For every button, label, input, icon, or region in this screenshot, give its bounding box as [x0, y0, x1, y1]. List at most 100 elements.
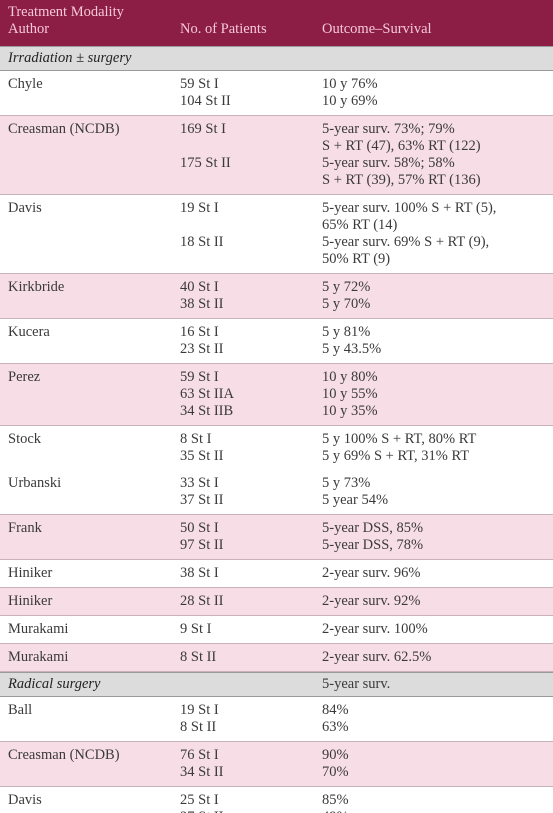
outcome: 5-year DSS, 78% [322, 537, 424, 553]
table-row: Davis 19 St I 18 St II 5-year surv. 100% … [0, 195, 553, 273]
patients-cell: 59 St I 63 St IIA 34 St IIB [180, 369, 322, 420]
patients: 19 St I [180, 200, 219, 216]
patients: 97 St II [180, 537, 224, 553]
outcome: 63% [322, 719, 349, 735]
patients-cell: 76 St I 34 St II [180, 747, 322, 781]
spacer [180, 172, 322, 189]
outcome: 10 y 76% [322, 76, 378, 92]
section-row: Irradiation ± surgery [0, 46, 553, 71]
patients-cell: 19 St I 18 St II [180, 200, 322, 268]
outcome-cell: 5 y 81% 5 y 43.5% [322, 324, 553, 358]
table-block: Hiniker 28 St II 2-year surv. 92% [0, 588, 553, 616]
outcome: 5 y 81% [322, 324, 371, 340]
table-row: Davis 25 St I27 St II85%49% [0, 787, 553, 813]
outcome: 5 y 70% [322, 296, 371, 312]
spacer [180, 50, 322, 67]
outcome-cell: 10 y 76% 10 y 69% [322, 76, 553, 110]
outcome-cell: 90% 70% [322, 747, 553, 781]
outcome-cell: 5-year surv. 100% S + RT (5), 65% RT (14)… [322, 200, 553, 268]
outcome: 2-year surv. 96% [322, 565, 421, 581]
outcome-cell: 2-year surv. 92% [322, 593, 553, 610]
patients: 28 St II [180, 593, 224, 609]
outcome: 10 y 35% [322, 403, 378, 419]
outcome: 5 y 100% S + RT, 80% RT [322, 431, 477, 447]
table-block: Davis 19 St I 18 St II 5-year surv. 100% … [0, 195, 553, 274]
author: Murakami [8, 621, 69, 637]
table-row: Chyle 59 St I 104 St II 10 y 76% 10 y 69% [0, 71, 553, 115]
author: Perez [8, 369, 41, 385]
patients: 27 St II [180, 809, 322, 813]
outcome-cell: 85%49% [322, 792, 553, 813]
patients-cell: 38 St I [180, 565, 322, 582]
table-block: Creasman (NCDB) 169 St I 175 St II 5-year… [0, 116, 553, 195]
table-row: Perez 59 St I 63 St IIA 34 St IIB 10 y 80% 10… [0, 364, 553, 425]
author: Davis [8, 792, 42, 808]
patients: 8 St II [180, 649, 217, 665]
table-block: Hiniker 38 St I 2-year surv. 96% [0, 560, 553, 588]
author: Creasman (NCDB) [8, 747, 120, 763]
heading-line: Author [8, 21, 50, 37]
outcome: 5 year 54% [322, 492, 389, 508]
patients: 37 St II [180, 492, 224, 508]
table-row: Murakami 9 St I 2-year surv. 100% [0, 616, 553, 643]
outcome: 5 y 69% S + RT, 31% RT [322, 448, 470, 464]
outcome: 90% [322, 747, 349, 763]
author: Chyle [8, 76, 43, 92]
patients: 9 St I [180, 621, 212, 637]
author: Hiniker [8, 565, 53, 581]
patients: 175 St II [180, 155, 231, 171]
outcome: 10 y 80% [322, 369, 378, 385]
outcome-cell: 5 y 73% 5 year 54% [322, 475, 553, 509]
author: Murakami [8, 649, 69, 665]
author: Kucera [8, 324, 50, 340]
patients-cell: 16 St I 23 St II [180, 324, 322, 358]
outcome-cell: 84% 63% [322, 702, 553, 736]
outcome: 2-year surv. 100% [322, 621, 428, 637]
outcome-cell: 2-year surv. 62.5% [322, 649, 553, 666]
outcome: 5 y 73% [322, 475, 371, 491]
patients: 19 St I [180, 702, 219, 718]
patients: 34 St II [180, 764, 224, 780]
patients: 38 St I [180, 565, 219, 581]
table-row: Murakami 8 St II 2-year surv. 62.5% [0, 644, 553, 671]
outcome: 2-year surv. 62.5% [322, 649, 432, 665]
patients: 63 St IIA [180, 386, 234, 402]
patients: 76 St I [180, 747, 219, 763]
patients: 23 St II [180, 341, 224, 357]
outcome-cell: 2-year surv. 96% [322, 565, 553, 582]
author: Urbanski [8, 475, 62, 491]
table-body: Irradiation ± surgery Chyle 59 St I 104 St … [0, 46, 553, 813]
patients: 8 St II [180, 719, 217, 735]
outcome: 5-year surv. 73%; 79% [322, 121, 455, 137]
outcome-cell: 5-year DSS, 85% 5-year DSS, 78% [322, 520, 553, 554]
table-row: Hiniker 28 St II 2-year surv. 92% [0, 588, 553, 615]
outcome: 5-year surv. 100% S + RT (5), [322, 200, 497, 216]
patients-cell: 50 St I 97 St II [180, 520, 322, 554]
patients: 25 St I [180, 792, 219, 808]
patients-cell: 33 St I 37 St II [180, 475, 322, 509]
patients: 16 St I [180, 324, 219, 340]
table-block: Stock 8 St I 35 St II 5 y 100% S + RT, 80% … [0, 426, 553, 515]
section-row: Radical surgery 5-year surv. [0, 672, 553, 697]
author: Creasman (NCDB) [8, 121, 120, 137]
patients-cell: 169 St I 175 St II [180, 121, 322, 189]
patients: 169 St I [180, 121, 226, 137]
outcome: S + RT (47), 63% RT (122) [322, 138, 481, 154]
table-block: Perez 59 St I 63 St IIA 34 St IIB 10 y 80% 10… [0, 364, 553, 426]
outcome: 85% [322, 792, 349, 808]
outcome: 2-year surv. 92% [322, 593, 421, 609]
spacer [180, 251, 322, 268]
table-block: Murakami 9 St I 2-year surv. 100% [0, 616, 553, 644]
outcome-cell: 5 y 72% 5 y 70% [322, 279, 553, 313]
author: Frank [8, 520, 42, 536]
table-block: Kucera 16 St I 23 St II 5 y 81% 5 y 43.5% [0, 319, 553, 364]
patients: 33 St I [180, 475, 219, 491]
table-row: Kucera 16 St I 23 St II 5 y 81% 5 y 43.5% [0, 319, 553, 363]
outcome-cell: 5 y 100% S + RT, 80% RT 5 y 69% S + RT, 3… [322, 431, 553, 465]
table-block: Chyle 59 St I 104 St II 10 y 76% 10 y 69% [0, 71, 553, 116]
patients: 35 St II [180, 448, 224, 464]
patients-cell: 25 St I27 St II [180, 792, 322, 813]
table-row: Stock 8 St I 35 St II 5 y 100% S + RT, 80% … [0, 426, 553, 470]
